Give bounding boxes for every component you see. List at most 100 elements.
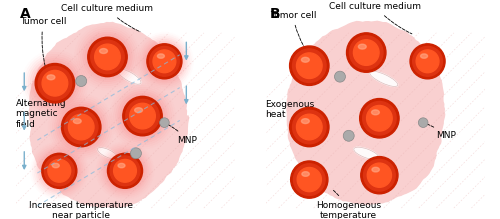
Circle shape bbox=[120, 93, 166, 139]
Circle shape bbox=[30, 58, 80, 108]
Text: MNP: MNP bbox=[426, 124, 456, 140]
Text: Exogenous
heat: Exogenous heat bbox=[266, 100, 315, 125]
Circle shape bbox=[26, 54, 84, 112]
Circle shape bbox=[361, 157, 398, 194]
Circle shape bbox=[297, 168, 322, 192]
Ellipse shape bbox=[302, 119, 310, 124]
Ellipse shape bbox=[420, 54, 428, 58]
Circle shape bbox=[32, 60, 78, 106]
Circle shape bbox=[58, 104, 104, 150]
Ellipse shape bbox=[134, 108, 142, 113]
Circle shape bbox=[290, 46, 329, 85]
Circle shape bbox=[150, 46, 180, 76]
Circle shape bbox=[103, 149, 147, 193]
Circle shape bbox=[35, 64, 74, 103]
Circle shape bbox=[54, 100, 108, 154]
Ellipse shape bbox=[100, 49, 108, 53]
Circle shape bbox=[78, 28, 136, 86]
Circle shape bbox=[110, 156, 140, 186]
Text: Alternating
magnetic
field: Alternating magnetic field bbox=[16, 99, 66, 129]
Ellipse shape bbox=[302, 57, 310, 62]
Circle shape bbox=[68, 114, 94, 140]
Circle shape bbox=[34, 63, 76, 104]
Circle shape bbox=[84, 34, 130, 80]
Ellipse shape bbox=[354, 147, 378, 159]
Circle shape bbox=[100, 145, 150, 196]
Circle shape bbox=[126, 99, 160, 133]
Text: Increased temperature
near particle: Increased temperature near particle bbox=[29, 201, 133, 219]
Circle shape bbox=[36, 147, 83, 194]
Circle shape bbox=[290, 161, 328, 198]
Circle shape bbox=[94, 44, 120, 70]
Circle shape bbox=[160, 118, 169, 127]
Circle shape bbox=[38, 67, 72, 100]
Circle shape bbox=[90, 40, 124, 74]
Circle shape bbox=[153, 50, 176, 73]
Circle shape bbox=[108, 153, 142, 188]
Circle shape bbox=[44, 156, 74, 186]
Circle shape bbox=[102, 147, 148, 194]
Circle shape bbox=[34, 145, 84, 196]
Circle shape bbox=[82, 32, 132, 82]
Circle shape bbox=[52, 98, 110, 156]
Circle shape bbox=[88, 37, 127, 77]
Circle shape bbox=[118, 91, 168, 141]
Circle shape bbox=[354, 40, 379, 65]
Ellipse shape bbox=[158, 54, 164, 58]
Circle shape bbox=[141, 38, 188, 85]
Circle shape bbox=[64, 110, 98, 144]
Ellipse shape bbox=[47, 75, 55, 80]
Text: A: A bbox=[20, 7, 30, 21]
Circle shape bbox=[41, 152, 78, 189]
Polygon shape bbox=[29, 23, 188, 207]
Polygon shape bbox=[287, 21, 444, 204]
Circle shape bbox=[146, 43, 183, 80]
Circle shape bbox=[122, 95, 163, 137]
Circle shape bbox=[418, 118, 428, 127]
Circle shape bbox=[123, 96, 162, 136]
Circle shape bbox=[144, 41, 184, 81]
Circle shape bbox=[290, 107, 329, 147]
Circle shape bbox=[334, 71, 345, 82]
Circle shape bbox=[362, 101, 396, 135]
Circle shape bbox=[368, 163, 392, 187]
Circle shape bbox=[350, 36, 383, 69]
Circle shape bbox=[48, 159, 70, 182]
Circle shape bbox=[364, 159, 395, 191]
Ellipse shape bbox=[118, 163, 125, 168]
Text: Homogeneous
temperature: Homogeneous temperature bbox=[316, 190, 382, 219]
Circle shape bbox=[80, 30, 134, 84]
Text: Tumor cell: Tumor cell bbox=[20, 17, 66, 67]
Ellipse shape bbox=[372, 167, 380, 172]
Circle shape bbox=[416, 50, 439, 73]
Circle shape bbox=[366, 106, 392, 131]
Text: Cell culture medium: Cell culture medium bbox=[329, 2, 421, 34]
Ellipse shape bbox=[302, 172, 310, 176]
Circle shape bbox=[28, 56, 82, 110]
Circle shape bbox=[60, 106, 102, 148]
Circle shape bbox=[130, 148, 141, 159]
Circle shape bbox=[39, 151, 80, 191]
Text: B: B bbox=[270, 7, 280, 21]
Circle shape bbox=[130, 103, 156, 129]
Circle shape bbox=[139, 36, 190, 87]
Circle shape bbox=[105, 151, 145, 191]
Circle shape bbox=[38, 149, 81, 193]
Circle shape bbox=[412, 46, 442, 76]
Circle shape bbox=[296, 114, 322, 140]
Circle shape bbox=[62, 107, 101, 147]
Circle shape bbox=[76, 76, 86, 87]
Circle shape bbox=[106, 152, 144, 189]
Circle shape bbox=[346, 33, 386, 72]
Circle shape bbox=[42, 71, 68, 96]
Text: Cell culture medium: Cell culture medium bbox=[62, 4, 154, 32]
Circle shape bbox=[296, 53, 322, 79]
Ellipse shape bbox=[370, 71, 398, 87]
Circle shape bbox=[42, 153, 77, 188]
Circle shape bbox=[292, 110, 326, 144]
Circle shape bbox=[343, 130, 354, 141]
Circle shape bbox=[410, 44, 445, 79]
Text: Tumor cell: Tumor cell bbox=[270, 11, 316, 46]
Circle shape bbox=[116, 89, 170, 143]
Ellipse shape bbox=[372, 110, 380, 115]
